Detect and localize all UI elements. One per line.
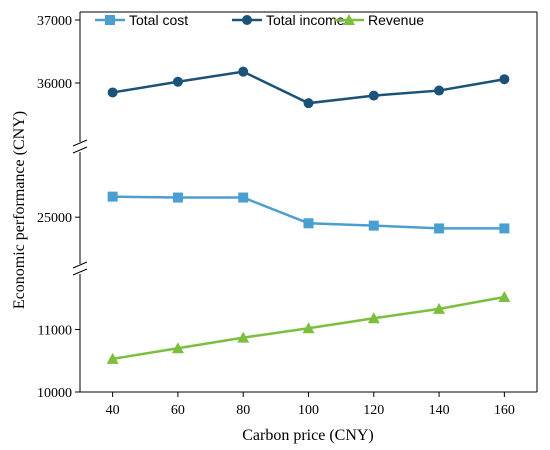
legend: Total cost Total income Revenue [95, 12, 424, 28]
data-point-revenue [237, 331, 250, 343]
axis-break-mark [72, 139, 88, 147]
data-point-total-cost [172, 192, 183, 203]
data-point-revenue [367, 312, 380, 324]
x-axis-title: Carbon price (CNY) [242, 427, 374, 444]
x-tick-label: 100 [298, 403, 319, 418]
legend-label-revenue: Revenue [368, 12, 424, 28]
axes-frame: 37000 36000 25000 11000 10000 40 60 80 100 120 140… [37, 11, 538, 418]
data-point-total-income [107, 87, 118, 98]
data-point-revenue [302, 322, 315, 334]
x-tick-label: 160 [494, 403, 515, 418]
legend-label-total-cost: Total cost [129, 12, 188, 28]
data-point-total-income [368, 90, 379, 101]
x-tick-label: 80 [236, 403, 250, 418]
data-point-total-income [172, 76, 183, 87]
data-point-total-cost [107, 191, 118, 202]
y-tick-label: 11000 [38, 324, 72, 339]
legend-marker-total-income [242, 15, 252, 25]
axis-break-mark [72, 146, 88, 154]
data-point-total-income [499, 74, 510, 85]
data-point-total-cost [434, 223, 445, 234]
y-tick-label: 25000 [37, 211, 72, 226]
x-tick-label: 120 [363, 403, 384, 418]
data-point-total-income [303, 98, 314, 109]
y-axis-title: Economic performance (CNY) [11, 111, 28, 309]
data-point-revenue [171, 342, 184, 354]
axis-break-mark [72, 268, 88, 276]
x-tick-label: 60 [171, 403, 185, 418]
data-point-total-cost [499, 223, 510, 234]
legend-marker-total-cost [105, 15, 115, 25]
legend-marker-revenue [343, 14, 355, 25]
series-lines [106, 66, 511, 364]
series-revenue [106, 291, 511, 364]
x-tick-label: 140 [429, 403, 450, 418]
y-tick-label: 10000 [37, 386, 72, 401]
data-point-total-cost [368, 220, 379, 231]
series-total-cost [107, 191, 510, 234]
data-point-total-cost [303, 218, 314, 229]
axis-break-mark [72, 261, 88, 269]
data-point-revenue [498, 291, 511, 302]
data-point-revenue [106, 352, 119, 364]
x-tick-label: 40 [106, 403, 120, 418]
data-point-total-income [434, 85, 445, 96]
data-point-total-income [238, 66, 249, 77]
y-tick-label: 36000 [37, 77, 72, 92]
data-point-revenue [433, 302, 446, 314]
legend-label-total-income: Total income [266, 12, 345, 28]
data-point-total-cost [238, 192, 249, 203]
series-total-income [107, 66, 510, 109]
y-tick-label: 37000 [37, 14, 72, 29]
